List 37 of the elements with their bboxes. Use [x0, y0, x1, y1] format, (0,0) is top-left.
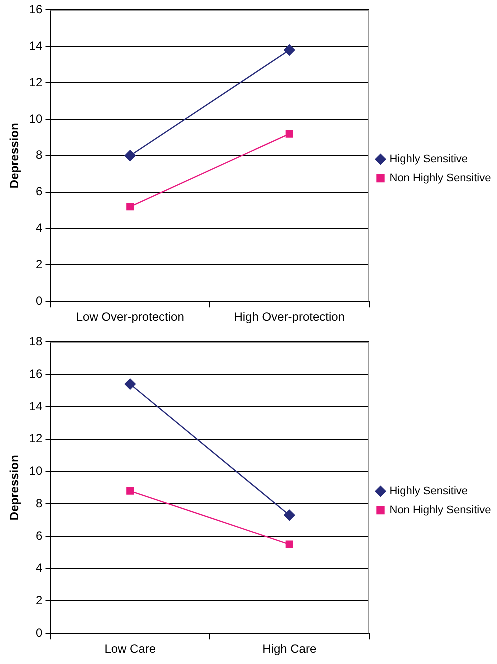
- y-tick-label: 0: [36, 294, 44, 308]
- x-tick-label: Low Over-protection: [76, 310, 184, 324]
- legend-label: Non Highly Sensitive: [390, 172, 492, 185]
- point: [284, 510, 296, 522]
- y-tick-label: 4: [36, 561, 44, 576]
- y-tick-label: 6: [36, 184, 44, 199]
- y-tick-label: 10: [29, 112, 44, 126]
- point: [124, 150, 136, 162]
- point: [126, 203, 134, 211]
- y-tick-label: 12: [29, 75, 44, 90]
- y-axis-title: Depression: [8, 123, 22, 189]
- y-axis-title: Depression: [8, 455, 22, 521]
- x-tick-label: High Care: [262, 642, 317, 656]
- y-tick-label: 16: [29, 366, 44, 381]
- y-tick-label: 6: [36, 528, 44, 543]
- point: [284, 44, 296, 56]
- y-tick-label: 14: [29, 399, 44, 414]
- y-tick-label: 4: [36, 221, 44, 236]
- y-tick-label: 2: [36, 594, 44, 608]
- y-tick-label: 18: [29, 334, 44, 349]
- x-tick-label: Low Care: [104, 642, 156, 656]
- point: [124, 378, 136, 390]
- point: [126, 487, 134, 495]
- x-tick-label: High Over-protection: [234, 310, 345, 324]
- y-tick-label: 14: [29, 38, 44, 53]
- point: [286, 540, 294, 548]
- point: [286, 130, 294, 138]
- y-tick-label: 8: [36, 496, 44, 510]
- y-tick-label: 10: [29, 464, 44, 478]
- y-tick-label: 0: [36, 626, 44, 640]
- legend-label: Highly Sensitive: [390, 486, 468, 498]
- y-tick-label: 2: [36, 257, 44, 272]
- y-tick-label: 16: [29, 2, 44, 17]
- y-tick-label: 12: [29, 432, 44, 446]
- legend-label: Highly Sensitive: [390, 154, 468, 166]
- legend-label: Non Highly Sensitive: [390, 504, 492, 517]
- y-tick-label: 8: [36, 148, 44, 162]
